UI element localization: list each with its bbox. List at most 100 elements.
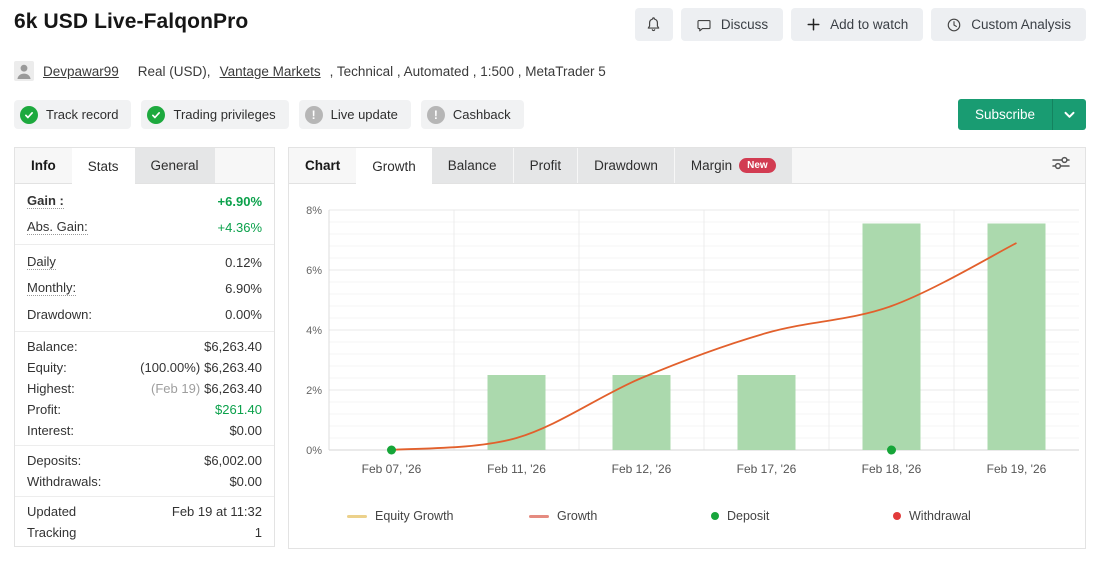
stat-row: Equity: (100.00%) $6,263.40 <box>27 357 262 378</box>
subscribe-button[interactable]: Subscribe <box>957 99 1086 130</box>
legend-swatch <box>347 514 367 518</box>
stats-group: Deposits: $6,002.00 Withdrawals: $0.00 <box>15 446 274 497</box>
stats-list: Gain : +6.90% Abs. Gain: +4.36% Daily 0.… <box>15 184 274 546</box>
tab-stats[interactable]: Stats <box>71 148 135 184</box>
tab-info[interactable]: Info <box>15 148 72 183</box>
stat-row: Drawdown: 0.00% <box>27 301 262 327</box>
subscribe-label: Subscribe <box>974 107 1035 122</box>
badge-track-record[interactable]: Track record <box>14 100 132 129</box>
tab-label: Stats <box>87 158 119 174</box>
custom-analysis-button[interactable]: Custom Analysis <box>931 8 1086 41</box>
svg-text:Feb 19, '26: Feb 19, '26 <box>987 462 1047 476</box>
chart-area: 0% 2% 4% 6% 8% Feb 07, '26 Feb 11, '26 Feb 12, … <box>289 184 1085 523</box>
discuss-button[interactable]: Discuss <box>680 8 784 41</box>
badge-cashback[interactable]: ! Cashback <box>420 100 524 129</box>
tab-label: Profit <box>529 158 562 173</box>
growth-bars <box>487 223 1046 450</box>
deposit-markers[interactable] <box>387 445 896 455</box>
check-circle-icon <box>20 105 38 124</box>
stat-row: Tracking 1 <box>27 522 262 543</box>
account-type-text: Real (USD), <box>137 63 211 79</box>
growth-chart: 0% 2% 4% 6% 8% Feb 07, '26 Feb 11, '26 Feb 12, … <box>306 205 1079 476</box>
exclamation-circle-icon: ! <box>304 105 323 124</box>
tab-balance[interactable]: Balance <box>431 148 514 183</box>
tab-drawdown[interactable]: Drawdown <box>578 148 675 183</box>
badge-label: Live update <box>330 107 398 122</box>
account-details-text: , Technical , Automated , 1:500 , MetaTr… <box>329 63 606 79</box>
legend-item-deposit[interactable]: Deposit <box>711 509 893 523</box>
page-header: 6k USD Live-FalqonPro Discuss Add to wat… <box>14 8 1086 50</box>
legend-item-growth[interactable]: Growth <box>529 509 711 523</box>
chart-settings-button[interactable] <box>1037 148 1085 183</box>
tab-general[interactable]: General <box>134 148 216 183</box>
stat-label: Highest: <box>27 381 75 396</box>
svg-text:6%: 6% <box>306 265 322 277</box>
badge-trading-privileges[interactable]: Trading privileges <box>141 100 289 129</box>
svg-text:0%: 0% <box>306 445 322 457</box>
stat-row: Updated Feb 19 at 11:32 <box>27 501 262 522</box>
stat-row: Highest: (Feb 19) $6,263.40 <box>27 378 262 399</box>
stats-group: Gain : +6.90% Abs. Gain: +4.36% <box>15 184 274 245</box>
svg-text:Feb 17, '26: Feb 17, '26 <box>737 462 797 476</box>
stat-row: Profit: $261.40 <box>27 399 262 420</box>
legend-swatch <box>711 512 719 520</box>
account-meta: Devpawar99 Real (USD), Vantage Markets ,… <box>14 59 1086 83</box>
svg-text:Feb 11, '26: Feb 11, '26 <box>487 462 546 476</box>
x-axis-labels: Feb 07, '26 Feb 11, '26 Feb 12, '26 Feb 17,… <box>362 462 1047 476</box>
tab-label: Chart <box>305 158 341 173</box>
stat-row: Balance: $6,263.40 <box>27 336 262 357</box>
stat-row: Deposits: $6,002.00 <box>27 450 262 471</box>
stat-value: +4.36% <box>217 219 262 235</box>
header-actions: Discuss Add to watch Custom Analysis <box>634 8 1086 41</box>
sliders-icon <box>1051 154 1071 177</box>
tab-label: General <box>150 158 199 173</box>
stat-label: Profit: <box>27 402 61 417</box>
chart-legend: Equity Growth Growth Deposit Withdrawal <box>289 497 1085 523</box>
stat-label: Tracking <box>27 525 77 540</box>
stats-group: Daily 0.12% Monthly: 6.90% Drawdown: 0.0… <box>15 245 274 332</box>
stat-label: Daily <box>27 254 56 270</box>
stat-value: (100.00%) $6,263.40 <box>140 360 262 375</box>
plus-icon <box>806 17 821 32</box>
add-to-watch-button[interactable]: Add to watch <box>791 8 924 41</box>
tab-profit[interactable]: Profit <box>513 148 579 183</box>
stat-value: +6.90% <box>217 193 262 209</box>
stat-label: Monthly: <box>27 280 77 296</box>
legend-item-withdrawal[interactable]: Withdrawal <box>893 509 1075 523</box>
legend-swatch <box>893 512 901 520</box>
chevron-down-icon[interactable] <box>1052 99 1086 130</box>
stat-label: Drawdown: <box>27 306 93 322</box>
stat-value: $0.00 <box>229 474 262 489</box>
legend-label: Deposit <box>727 509 770 523</box>
tab-label: Margin <box>690 158 733 173</box>
stat-value-prefix: (100.00%) <box>140 360 201 375</box>
clock-icon <box>946 17 962 33</box>
stat-label: Updated <box>27 504 77 519</box>
tab-label: Info <box>31 158 56 173</box>
tab-label: Growth <box>372 158 416 174</box>
exclamation-circle-icon: ! <box>426 105 445 124</box>
stats-group: Updated Feb 19 at 11:32 Tracking 1 <box>15 497 274 546</box>
growth-line <box>391 242 1017 451</box>
svg-text:2%: 2% <box>306 385 322 397</box>
tab-chart[interactable]: Chart <box>289 148 356 183</box>
tab-margin[interactable]: Margin New <box>674 148 793 183</box>
stat-value: $0.00 <box>229 423 262 438</box>
stat-value: 6.90% <box>225 280 262 296</box>
svg-text:Feb 07, '26: Feb 07, '26 <box>362 462 422 476</box>
chart-panel: Chart Growth Balance Profit Drawdown Mar… <box>288 147 1086 549</box>
stat-label: Gain : <box>27 193 64 209</box>
stats-panel: Info Stats General Gain : +6.90% Abs. Ga… <box>14 147 275 547</box>
badge-live-update[interactable]: ! Live update <box>298 100 411 129</box>
broker-link[interactable]: Vantage Markets <box>219 63 321 79</box>
stat-label: Withdrawals: <box>27 474 102 489</box>
account-page: 6k USD Live-FalqonPro Discuss Add to wat… <box>14 8 1086 549</box>
stat-row: Daily 0.12% <box>27 249 262 275</box>
legend-item-equity-growth[interactable]: Equity Growth <box>347 509 529 523</box>
avatar <box>14 61 34 81</box>
stat-value: 0.00% <box>225 306 262 322</box>
tab-growth[interactable]: Growth <box>356 148 432 184</box>
notifications-button[interactable] <box>634 8 673 41</box>
username-link[interactable]: Devpawar99 <box>43 63 119 79</box>
stat-value-prefix: (Feb 19) <box>151 381 201 396</box>
